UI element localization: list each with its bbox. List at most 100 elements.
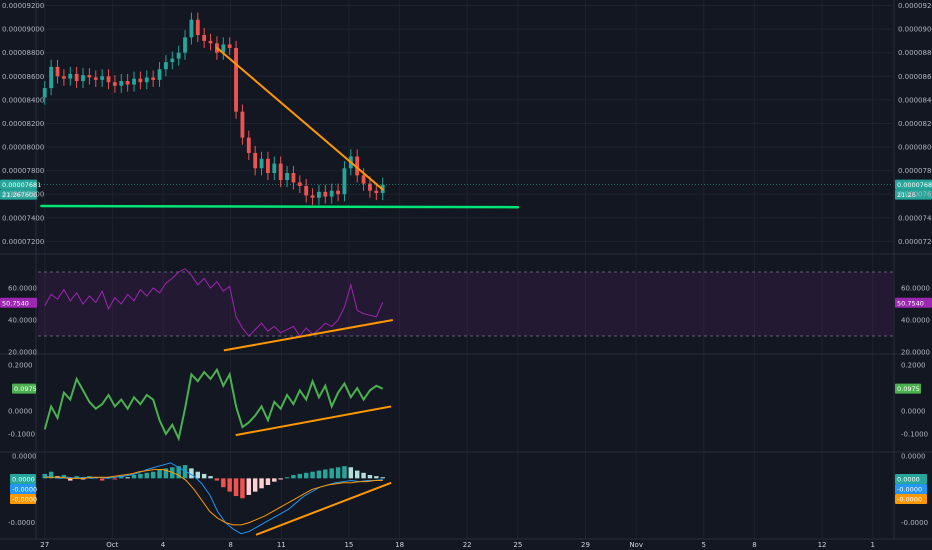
x-tick-label: Nov [629,541,643,549]
rsi-panel[interactable]: 50.7540 50.7540 [0,268,932,352]
x-tick-label: 12 [818,541,827,549]
macd-badge-right-text: -0.0000 [897,486,922,494]
rsi-badge-right-bg [895,297,932,308]
price-trendline[interactable] [40,204,520,209]
current-price-badge-right-bg [895,179,932,190]
macd-badge-right-text: 0.0000 [897,476,920,484]
macd-histogram-bar [272,478,277,482]
macd-badge-left-bg [10,494,36,504]
macd-histogram-bar [74,476,79,479]
rsi-trendline[interactable] [223,319,394,352]
candle-body [342,168,347,195]
candle-body [125,81,130,85]
macd-badge-left-text: -0.0000 [12,486,37,494]
macd-badge-right: -0.0000 [895,494,927,504]
x-tick-label: 11 [277,541,286,549]
macd-histogram-bar [176,466,181,479]
price-tick-right: 0.00008000 [898,144,932,152]
macd-histogram-bar [157,469,162,479]
oscillator-line [43,367,384,442]
macd-badge-left-text: -0.0000 [12,496,37,504]
current-price-badge-left: 0.00007681 [0,179,41,190]
macd-panel[interactable]: 0.0000 0.0000 -0.0000 -0.0000 -0.0000 -0.0000 [10,462,927,536]
rsi-line [44,268,384,337]
grid-lines [38,0,893,539]
oscillator-panel[interactable]: 0.0975 0.0975 [12,367,921,442]
candle-body [87,75,92,78]
candle-body [285,172,289,181]
candle-body [112,82,117,86]
oscillator-trendline[interactable] [235,405,392,437]
price-trendline[interactable] [216,46,384,191]
macd-histogram-bar [214,478,220,481]
price-tick-left: 0.00007200 [2,238,44,246]
macd-histogram-bar [182,465,188,479]
candle-body [74,73,79,82]
price-tick-right: 0.00007400 [898,214,932,222]
macd-histogram-bar [99,478,105,481]
macd-histogram-bar [354,470,360,479]
price-tick-left: 0.00009200 [2,2,44,10]
macd-histogram-bar [144,472,150,479]
candle-body [208,40,213,44]
rsi-tick-right: 60.0000 [901,285,930,293]
candle-body [240,111,245,138]
macd-badge-right-bg [895,474,927,484]
candle-body [195,19,200,36]
osc-tick-left: 0.2000 [8,362,33,370]
macd-histogram-bar [323,469,328,479]
x-tick-label: 25 [513,541,522,549]
macd-histogram-bar [125,477,130,479]
macd-badge-right: 0.0000 [895,474,927,484]
price-tick-right: 0.00009000 [898,26,932,34]
price-tick-right: 0.00008800 [898,49,932,57]
price-tick-left: 0.00007800 [2,167,44,175]
macd-histogram-bar [252,478,258,492]
rsi-badge-left: 50.7540 [0,297,37,308]
macd-badge-right: -0.0000 [895,484,927,494]
x-tick-label: 5 [702,541,706,549]
macd-badge-left: -0.0000 [10,494,37,504]
macd-histogram-bar [259,478,264,489]
macd-histogram-bar [246,478,252,495]
candle-body [297,182,302,186]
macd-badge-left-text: 0.0000 [12,476,35,484]
countdown-badge-right: 21:26 [895,189,932,200]
candle-body [132,78,136,85]
countdown-badge-right-bg [895,189,932,200]
macd-histogram-bar [303,472,309,479]
price-panel[interactable]: 0.00007681 0.00007681 21:267600 21:26 [0,12,932,209]
price-tick-right: 0.00007800 [898,167,932,175]
x-tick-label: 8 [752,541,756,549]
rsi-tick-left: 20.0000 [8,349,37,357]
macd-histogram-bar [291,475,296,479]
candle-body [310,195,315,198]
macd-histogram-bar [233,478,239,497]
rsi-badge-right-text: 50.7540 [897,299,924,307]
candle-body [151,77,156,80]
osc-badge-right: 0.0975 [895,383,921,394]
macd-signal-line [44,468,383,526]
macd-histogram-bar [131,475,137,479]
candle-body [81,75,85,82]
candle-body [304,185,309,196]
x-tick-label: 22 [463,541,472,549]
price-tick-left: 0.00007600 [2,191,44,199]
candle-body [68,73,73,79]
rsi-band-fill [38,272,893,336]
current-price-badge-left-bg [0,179,37,190]
osc-badge-right-text: 0.0975 [897,385,920,393]
macd-histogram-bar [348,467,354,479]
price-tick-right: 0.00008400 [898,96,932,104]
macd-trendline[interactable] [255,481,392,536]
macd-badge-right-text: -0.0000 [897,496,922,504]
price-tick-right: 0.00008200 [898,120,932,128]
macd-histogram-bar [163,468,169,479]
x-tick-label: 4 [161,541,166,549]
macd-histogram-bar [335,467,341,479]
macd-histogram-bar [201,473,207,479]
candle-body [374,190,379,194]
candle-body [106,76,111,83]
